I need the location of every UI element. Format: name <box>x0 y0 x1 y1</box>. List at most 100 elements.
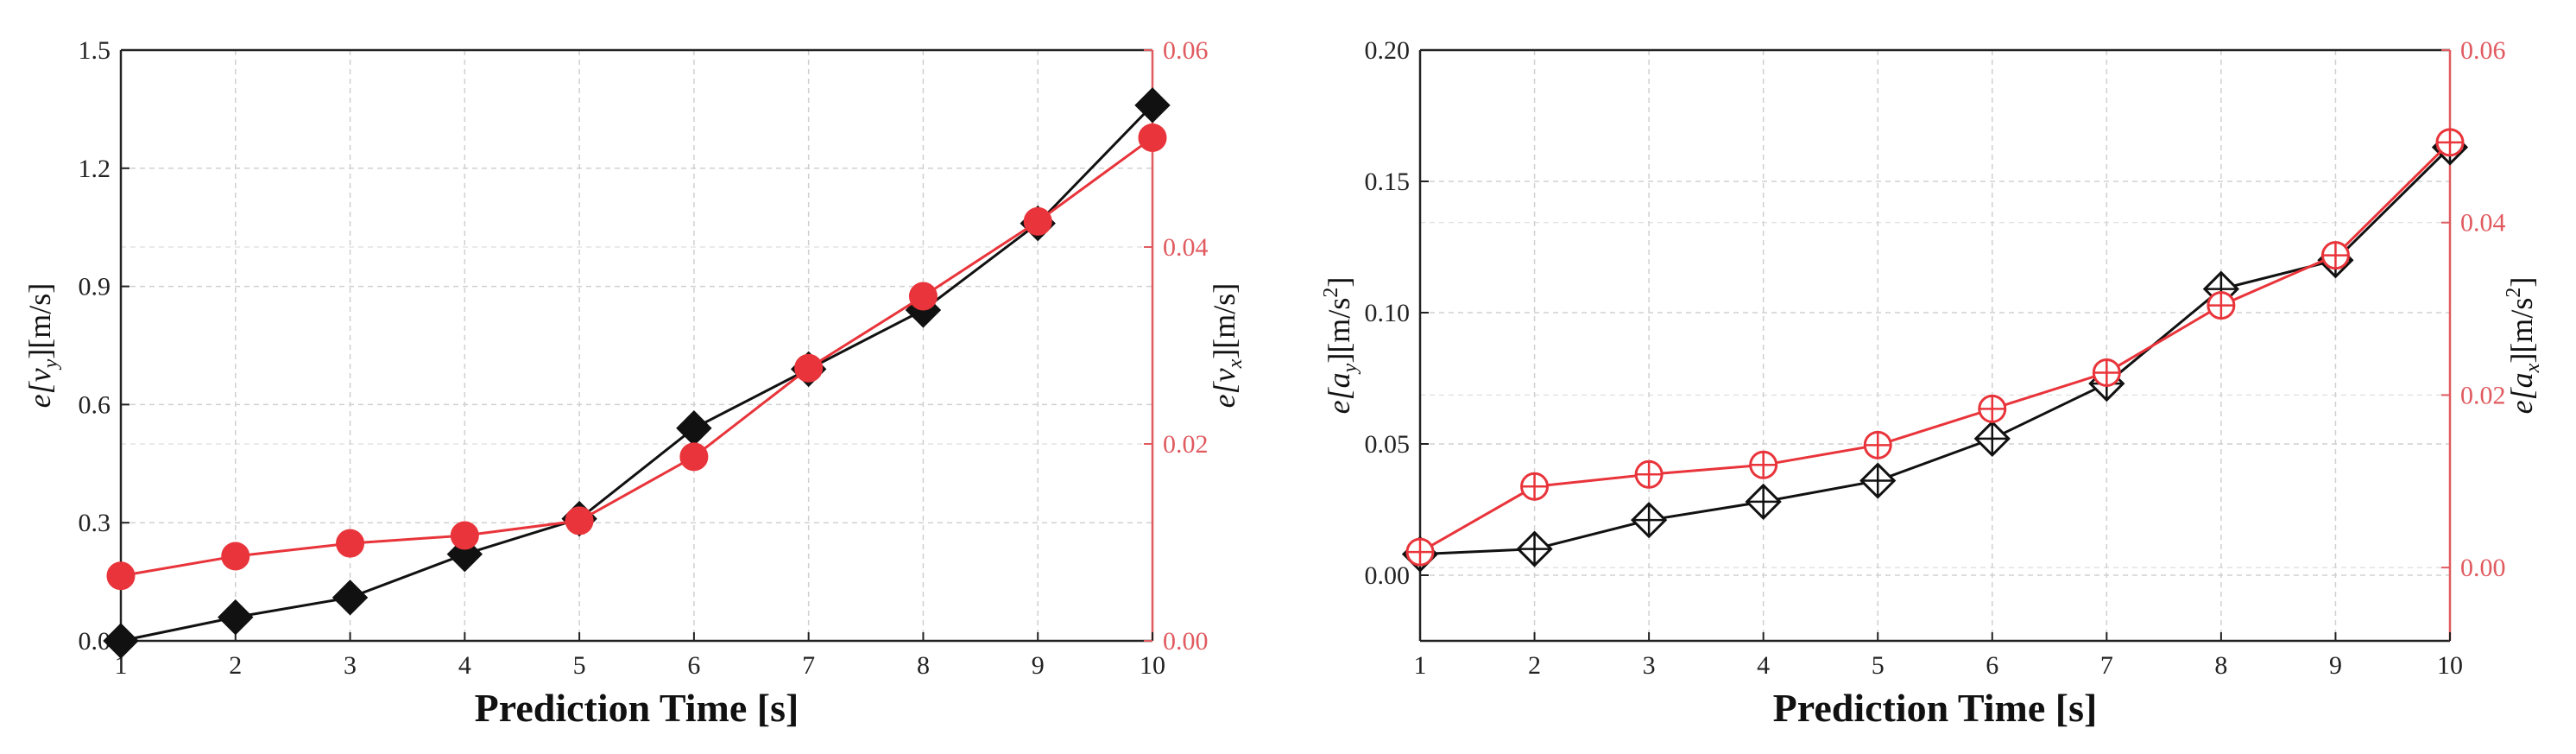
y-tick-label-right: 0.00 <box>2460 554 2506 582</box>
x-tick-label: 4 <box>458 651 471 680</box>
series-line-1 <box>1419 146 2452 556</box>
data-point-2-6 <box>679 442 709 472</box>
data-point-1-4 <box>1745 483 1782 521</box>
data-point-2-7 <box>794 353 824 383</box>
series-line-2 <box>1419 141 2452 554</box>
data-point-1-6 <box>1973 420 2011 458</box>
x-tick-label: 6 <box>687 651 700 680</box>
label-part: ] <box>2504 277 2539 288</box>
y-axis-label-right: e[ax][m/s2] <box>2503 277 2544 415</box>
x-tick-label: 8 <box>2214 651 2227 680</box>
y-axis-label-right: e[vx][m/s] <box>1207 283 1247 409</box>
label-part: a <box>2504 372 2539 388</box>
y-tick-label-left: 0.3 <box>79 509 111 537</box>
y-tick-label-left: 0.15 <box>1365 168 1411 196</box>
label-subscript: x <box>2522 363 2544 373</box>
x-tick-label: 1 <box>1414 651 1427 680</box>
label-part: e[ <box>1322 386 1356 414</box>
y-tick-label-left: 1.5 <box>79 36 111 65</box>
data-point-1-10 <box>1134 87 1171 124</box>
x-tick-label: 6 <box>1986 651 1998 680</box>
x-tick-label: 1 <box>115 651 128 680</box>
y-tick-label-left: 0.00 <box>1365 561 1411 590</box>
x-tick-label: 7 <box>802 651 815 680</box>
label-part: m/s <box>22 294 57 339</box>
y-tick-label-right: 0.06 <box>1163 36 1209 65</box>
data-point-2-1 <box>1405 537 1435 567</box>
data-point-2-6 <box>1978 394 2007 423</box>
y-tick-label-left: 0.05 <box>1365 430 1411 459</box>
y-axis-label-left: e[vy][m/s] <box>22 283 62 409</box>
label-subscript: x <box>1224 358 1247 369</box>
label-superscript: 2 <box>2503 288 2525 298</box>
label-part: e[ <box>1207 380 1241 408</box>
label-part: ][ <box>2504 343 2539 364</box>
data-point-1-1 <box>103 623 139 659</box>
y-tick-label-right: 0.04 <box>1163 233 1209 262</box>
data-point-1-2 <box>1516 530 1553 567</box>
chart-panel-2: 1 2 3 4 5 6 7 8 9 10 0.00 0.05 0.10 0.15 0.20 0.00 0.02 0… <box>1320 36 2544 730</box>
series-line-2 <box>120 136 1153 578</box>
y-tick-label-right: 0.02 <box>1163 430 1209 459</box>
chart-panel-1: 1 2 3 4 5 6 7 8 9 100.00.30.60.91.21.50.000.020.0… <box>22 36 1247 730</box>
x-tick-label: 10 <box>2437 651 2463 680</box>
data-point-2-8 <box>2207 291 2236 320</box>
data-point-2-9 <box>2320 241 2350 270</box>
y-tick-label-left: 1.2 <box>79 155 111 183</box>
label-part: ] <box>22 283 57 294</box>
label-part: ][ <box>1322 343 1356 364</box>
x-tick-label: 3 <box>1643 651 1656 680</box>
x-axis-label: Prediction Time [s] <box>475 686 799 730</box>
x-axis-label: Prediction Time [s] <box>1773 686 2098 730</box>
y-tick-label-right: 0.02 <box>2460 381 2506 409</box>
y-tick-label-right: 0.06 <box>2460 36 2506 65</box>
label-superscript: 2 <box>1320 288 1342 298</box>
label-part: e[ <box>2504 386 2539 414</box>
data-point-2-2 <box>1520 472 1550 501</box>
label-part: ] <box>1322 277 1356 288</box>
data-point-2-4 <box>450 521 479 550</box>
label-part: ] <box>1207 283 1241 294</box>
label-part: m/s <box>1207 294 1241 339</box>
label-part: m/s <box>2504 298 2539 343</box>
x-tick-label: 10 <box>1140 651 1165 680</box>
data-point-1-3 <box>331 580 369 616</box>
label-subscript: y <box>1339 363 1361 374</box>
x-tick-label: 4 <box>1757 651 1770 680</box>
data-point-2-5 <box>1863 430 1892 459</box>
data-point-2-4 <box>1749 450 1778 479</box>
data-point-1-2 <box>218 599 254 636</box>
data-point-2-3 <box>1634 459 1664 489</box>
data-point-2-3 <box>336 529 365 558</box>
y-tick-label-left: 0.10 <box>1365 299 1411 327</box>
y-tick-label-right: 0.00 <box>1163 627 1209 656</box>
data-point-1-5 <box>1859 462 1897 499</box>
data-point-2-9 <box>1023 206 1052 236</box>
label-part: ][ <box>22 339 57 359</box>
data-point-2-10 <box>2435 128 2465 157</box>
label-subscript: y <box>40 358 62 370</box>
data-point-2-5 <box>565 506 594 535</box>
data-point-2-7 <box>2092 358 2121 387</box>
series-line-1 <box>120 104 1154 643</box>
data-point-2-10 <box>1138 123 1167 152</box>
data-point-1-3 <box>1630 502 1668 539</box>
y-tick-label-right: 0.04 <box>2460 209 2506 238</box>
x-tick-label: 2 <box>1528 651 1541 680</box>
y-tick-label-left: 0.20 <box>1365 36 1411 65</box>
x-tick-label: 7 <box>2100 651 2113 680</box>
label-part: v <box>22 368 57 382</box>
x-tick-label: 8 <box>917 651 930 680</box>
y-tick-label-left: 0.9 <box>79 273 111 301</box>
label-part: a <box>1322 372 1356 388</box>
y-tick-label-left: 0.6 <box>79 390 111 419</box>
data-point-1-6 <box>676 410 712 447</box>
x-tick-label: 5 <box>573 651 586 680</box>
label-part: m/s <box>1322 298 1356 343</box>
y-axis-label-left: e[ay][m/s2] <box>1320 277 1361 415</box>
x-tick-label: 3 <box>344 651 357 680</box>
label-part: e[ <box>22 380 57 408</box>
x-tick-label: 9 <box>2329 651 2342 680</box>
data-point-2-8 <box>908 282 938 311</box>
